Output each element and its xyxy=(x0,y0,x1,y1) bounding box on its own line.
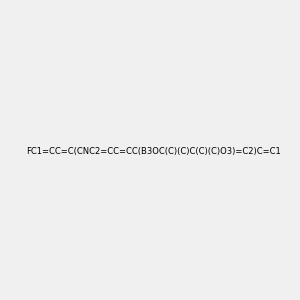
Text: FC1=CC=C(CNC2=CC=CC(B3OC(C)(C)C(C)(C)O3)=C2)C=C1: FC1=CC=C(CNC2=CC=CC(B3OC(C)(C)C(C)(C)O3)… xyxy=(26,147,281,156)
